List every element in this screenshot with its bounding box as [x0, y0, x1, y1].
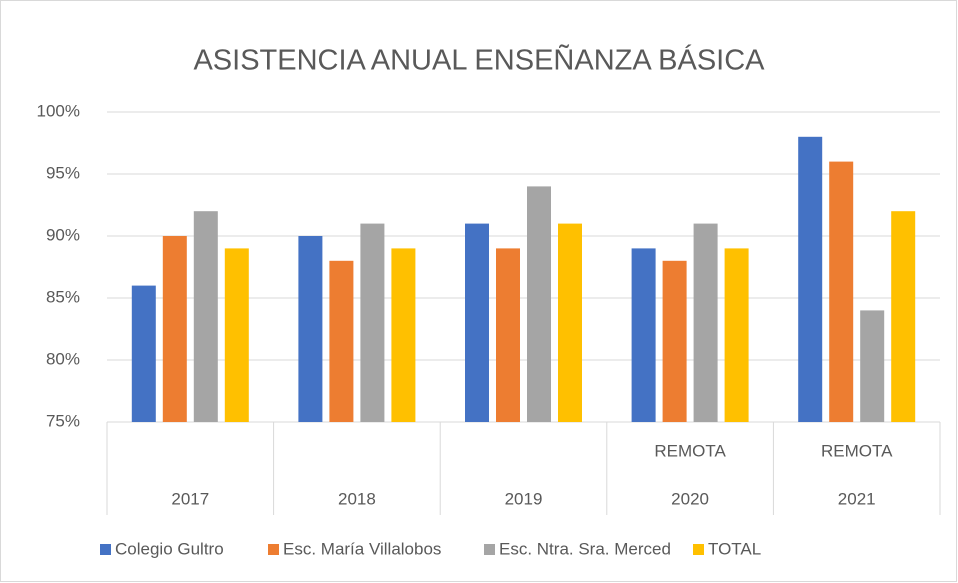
x-tick-label: 2019 — [505, 489, 543, 508]
bar — [829, 161, 854, 422]
bar — [527, 186, 551, 422]
bar — [329, 260, 354, 422]
bar — [891, 211, 916, 422]
x-tick-label: 2017 — [171, 489, 209, 508]
legend-label: Esc. Ntra. Sra. Merced — [499, 539, 671, 558]
y-tick-label: 85% — [46, 287, 80, 306]
x-tick-label: 2021 — [838, 489, 876, 508]
x-tick-label: 2018 — [338, 489, 376, 508]
bar — [298, 236, 323, 422]
bar — [162, 236, 187, 422]
legend-label: TOTAL — [708, 539, 761, 558]
y-tick-label: 95% — [46, 163, 80, 182]
x-subcategory-label: REMOTA — [654, 441, 726, 460]
bar — [465, 223, 489, 422]
legend-label: Colegio Gultro — [115, 539, 224, 558]
bar — [360, 223, 385, 422]
legend-swatch — [268, 544, 279, 555]
bar — [496, 248, 520, 422]
bar — [798, 136, 823, 423]
legend-swatch — [693, 544, 704, 555]
bar — [662, 260, 687, 422]
y-tick-label: 100% — [37, 101, 80, 120]
bar — [724, 248, 749, 422]
bar — [224, 248, 249, 422]
y-tick-label: 75% — [46, 411, 80, 430]
bar — [131, 285, 156, 422]
y-tick-label: 90% — [46, 225, 80, 244]
x-tick-label: 2020 — [671, 489, 709, 508]
chart-title: ASISTENCIA ANUAL ENSEÑANZA BÁSICA — [193, 43, 765, 77]
bar — [631, 248, 656, 422]
legend-label: Esc. María Villalobos — [283, 539, 441, 558]
legend-swatch — [100, 544, 111, 555]
bar — [860, 310, 885, 422]
legend-swatch — [484, 544, 495, 555]
bar — [193, 211, 218, 422]
bar — [391, 248, 416, 422]
x-subcategory-label: REMOTA — [821, 441, 893, 460]
bar — [558, 223, 582, 422]
bar — [693, 223, 718, 422]
y-tick-label: 80% — [46, 349, 80, 368]
